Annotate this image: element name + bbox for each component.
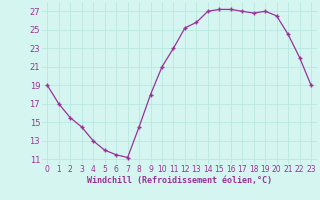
X-axis label: Windchill (Refroidissement éolien,°C): Windchill (Refroidissement éolien,°C) [87, 176, 272, 185]
